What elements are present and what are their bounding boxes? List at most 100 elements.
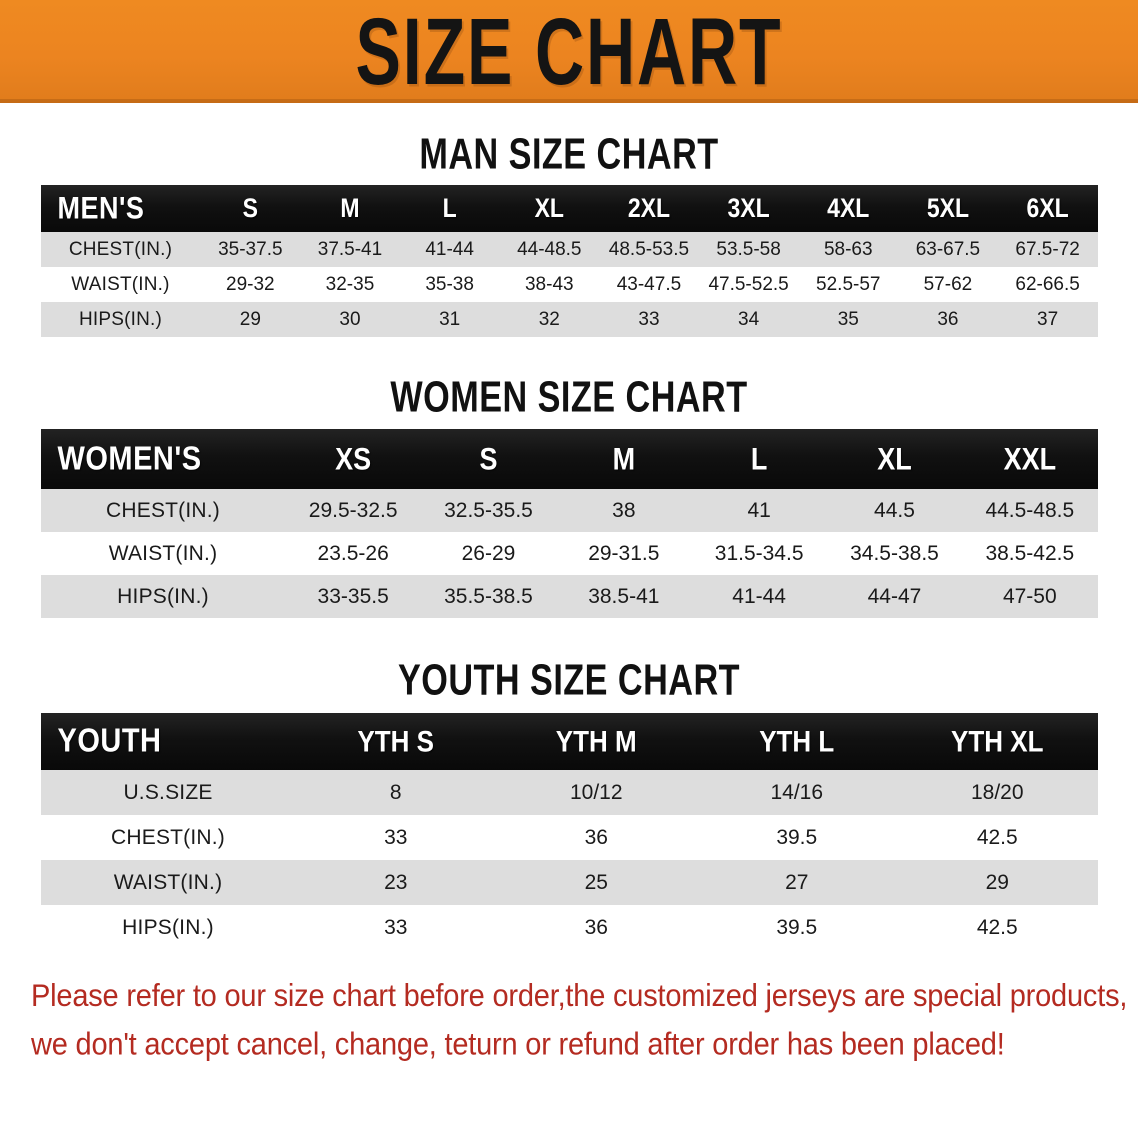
measurement-cell: 52.5-57	[798, 267, 899, 302]
women-column-header-l: L	[691, 429, 827, 489]
column-header-label: XL	[877, 441, 912, 476]
measurement-cell: 67.5-72	[997, 232, 1098, 267]
youth-table-header-row: YOUTH YTH S YTH M YTH L YTH XL	[40, 713, 1098, 770]
measurement-cell: 31.5-34.5	[691, 532, 827, 575]
man-section-title: MAN SIZE CHART	[419, 128, 719, 179]
table-row: HIPS(IN.) 29 30 31 32 33 34 35 36 37	[40, 302, 1098, 337]
column-header-label: XXL	[1003, 441, 1057, 476]
measurement-cell: 32.5-35.5	[420, 489, 557, 532]
measurement-cell: 31	[399, 302, 500, 337]
man-column-header-s: S	[200, 185, 301, 232]
measurement-cell: 32	[499, 302, 600, 337]
measurement-cell: 36	[496, 905, 697, 950]
man-row-label: WAIST(IN.)	[40, 267, 201, 302]
column-header-label: S	[242, 192, 258, 223]
women-table-wrapper: WOMEN'S XS S M L XL XXL CHEST(IN.) 29.5-32.5 32…	[40, 429, 1098, 618]
measurement-cell: 32-35	[300, 267, 400, 302]
youth-column-header-yth-l: YTH L	[696, 713, 897, 770]
measurement-cell: 36	[496, 815, 697, 860]
measurement-cell: 37.5-41	[300, 232, 400, 267]
column-header-label: S	[479, 441, 498, 476]
measurement-cell: 35.5-38.5	[420, 575, 557, 618]
table-row: CHEST(IN.) 35-37.5 37.5-41 41-44 44-48.5 48.5…	[40, 232, 1098, 267]
measurement-cell: 8	[295, 770, 496, 815]
youth-corner-label: YOUTH	[40, 713, 296, 770]
youth-table-wrapper: YOUTH YTH S YTH M YTH L YTH XL U.S.SIZE 8 10/…	[40, 713, 1098, 950]
women-row-label: HIPS(IN.)	[40, 575, 286, 618]
measurement-cell: 44-47	[826, 575, 963, 618]
measurement-cell: 42.5	[897, 815, 1098, 860]
youth-column-header-yth-xl: YTH XL	[897, 713, 1098, 770]
column-header-label: L	[442, 192, 457, 223]
women-column-header-xs: XS	[285, 429, 421, 489]
measurement-cell: 18/20	[897, 770, 1098, 815]
women-column-header-m: M	[556, 429, 692, 489]
man-table-body: CHEST(IN.) 35-37.5 37.5-41 41-44 44-48.5 48.5…	[40, 232, 1098, 337]
measurement-cell: 27	[696, 860, 897, 905]
measurement-cell: 38.5-42.5	[962, 532, 1098, 575]
column-header-label: 5XL	[926, 192, 970, 223]
measurement-cell: 33-35.5	[285, 575, 421, 618]
man-table-wrapper: MEN'S S M L XL 2XL 3XL 4XL 5XL 6XL CHEST(IN.) 35-…	[40, 185, 1098, 337]
order-policy-disclaimer: Please refer to our size chart before or…	[7, 972, 1131, 1069]
youth-size-table: YOUTH YTH S YTH M YTH L YTH XL U.S.SIZE 8 10/…	[40, 713, 1098, 950]
table-row: WAIST(IN.) 23 25 27 29	[40, 860, 1098, 905]
column-header-label: 2XL	[627, 192, 671, 223]
column-header-label: 6XL	[1026, 192, 1069, 223]
measurement-cell: 41-44	[691, 575, 827, 618]
measurement-cell: 63-67.5	[898, 232, 998, 267]
measurement-cell: 34	[698, 302, 799, 337]
measurement-cell: 29-32	[200, 267, 301, 302]
column-header-label: XS	[335, 441, 372, 476]
measurement-cell: 43-47.5	[599, 267, 699, 302]
women-section-title: WOMEN SIZE CHART	[390, 371, 748, 422]
measurement-cell: 44.5	[826, 489, 963, 532]
table-row: HIPS(IN.) 33 36 39.5 42.5	[40, 905, 1098, 950]
measurement-cell: 42.5	[897, 905, 1098, 950]
table-row: WAIST(IN.) 23.5-26 26-29 29-31.5 31.5-34.5 34…	[40, 532, 1098, 575]
column-header-label: XL	[534, 192, 564, 223]
measurement-cell: 48.5-53.5	[599, 232, 699, 267]
measurement-cell: 23.5-26	[285, 532, 421, 575]
measurement-cell: 23	[295, 860, 496, 905]
measurement-cell: 53.5-58	[698, 232, 799, 267]
man-corner-label: MEN'S	[40, 185, 201, 232]
women-table-body: CHEST(IN.) 29.5-32.5 32.5-35.5 38 41 44.5 44.5…	[40, 489, 1098, 618]
column-header-label: M	[340, 192, 360, 223]
measurement-cell: 35	[798, 302, 899, 337]
youth-column-header-yth-m: YTH M	[496, 713, 697, 770]
man-column-header-6xl: 6XL	[997, 185, 1098, 232]
man-column-header-xl: XL	[499, 185, 600, 232]
table-row: WAIST(IN.) 29-32 32-35 35-38 38-43 43-47.5 47.…	[40, 267, 1098, 302]
man-size-table: MEN'S S M L XL 2XL 3XL 4XL 5XL 6XL CHEST(IN.) 35-…	[40, 185, 1098, 337]
man-column-header-3xl: 3XL	[698, 185, 799, 232]
women-column-header-xl: XL	[826, 429, 963, 489]
measurement-cell: 41-44	[399, 232, 500, 267]
measurement-cell: 38.5-41	[556, 575, 692, 618]
column-header-label: YTH M	[555, 723, 637, 759]
women-size-table: WOMEN'S XS S M L XL XXL CHEST(IN.) 29.5-32.5 32…	[40, 429, 1098, 618]
table-row: CHEST(IN.) 33 36 39.5 42.5	[40, 815, 1098, 860]
measurement-cell: 34.5-38.5	[826, 532, 963, 575]
column-header-label: YTH XL	[951, 723, 1044, 759]
man-row-label: HIPS(IN.)	[40, 302, 201, 337]
column-header-label: YTH L	[759, 723, 835, 759]
measurement-cell: 38	[556, 489, 692, 532]
man-column-header-l: L	[399, 185, 500, 232]
measurement-cell: 14/16	[696, 770, 897, 815]
measurement-cell: 35-38	[399, 267, 500, 302]
measurement-cell: 29-31.5	[556, 532, 692, 575]
table-row: U.S.SIZE 8 10/12 14/16 18/20	[40, 770, 1098, 815]
measurement-cell: 41	[691, 489, 827, 532]
disclaimer-line-2: we don't accept cancel, change, teturn o…	[31, 1027, 1005, 1063]
man-column-header-m: M	[300, 185, 400, 232]
youth-row-label: HIPS(IN.)	[40, 905, 296, 950]
measurement-cell: 39.5	[696, 815, 897, 860]
measurement-cell: 35-37.5	[200, 232, 301, 267]
women-row-label: CHEST(IN.)	[40, 489, 286, 532]
youth-row-label: WAIST(IN.)	[40, 860, 296, 905]
measurement-cell: 29	[897, 860, 1098, 905]
measurement-cell: 47-50	[962, 575, 1098, 618]
column-header-label: 3XL	[727, 192, 770, 223]
measurement-cell: 33	[599, 302, 699, 337]
